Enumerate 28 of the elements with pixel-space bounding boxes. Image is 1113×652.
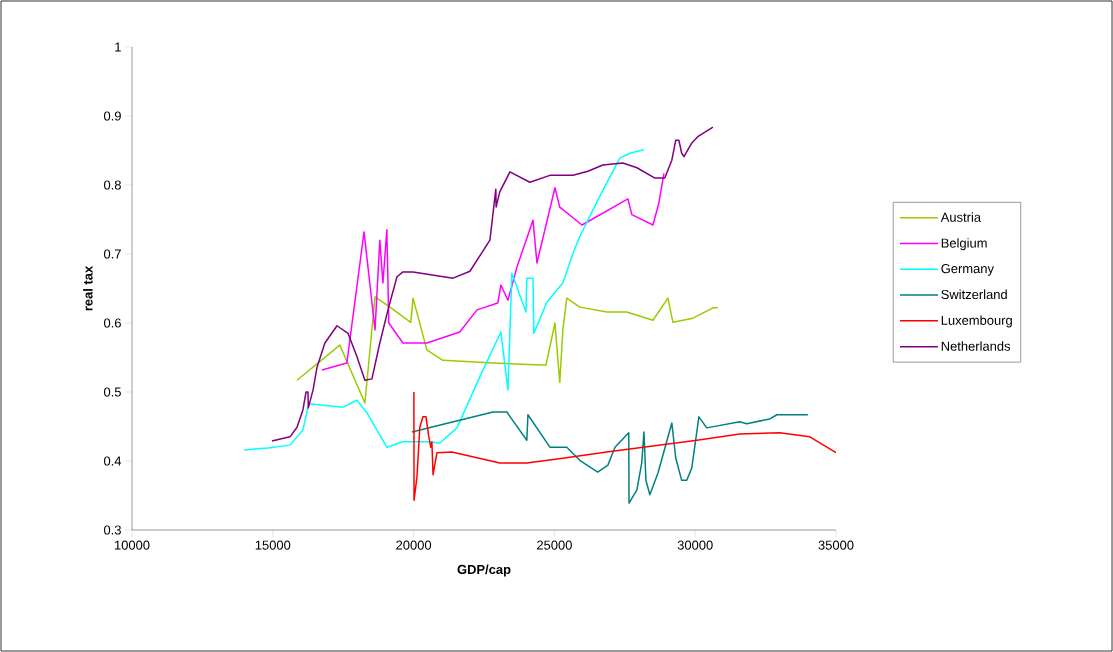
x-tick-label: 25000 xyxy=(537,540,572,550)
line-series xyxy=(296,296,719,404)
line-series xyxy=(413,391,837,502)
line-series xyxy=(411,411,809,504)
y-tick-label: 0.8 xyxy=(103,180,121,190)
x-tick-label: 15000 xyxy=(255,540,291,550)
y-tick-label: 0.9 xyxy=(103,111,121,121)
x-tick-label: 30000 xyxy=(677,540,713,550)
y-tick-label: 1 xyxy=(115,42,121,52)
x-tick-label: 20000 xyxy=(396,540,432,550)
x-tick-label: 10000 xyxy=(114,540,150,550)
line-series xyxy=(321,172,665,371)
line-series xyxy=(271,126,714,442)
legend-label: Switzerland xyxy=(941,289,1007,300)
legend-label: Austria xyxy=(940,212,982,222)
y-axis-title: real tax xyxy=(83,265,93,311)
legend-label: Luxembourg xyxy=(941,315,1012,328)
y-tick-label: 0.5 xyxy=(103,387,121,397)
y-tick-label: 0.6 xyxy=(103,318,121,328)
x-axis-title: GDP/cap xyxy=(457,564,511,577)
y-tick-label: 0.7 xyxy=(103,249,121,259)
y-tick-label: 0.3 xyxy=(103,525,121,535)
legend-label: Belgium xyxy=(941,238,987,251)
x-tick-label: 35000 xyxy=(818,540,854,550)
legend-label: Germany xyxy=(941,264,994,276)
line-series xyxy=(243,149,645,451)
legend-label: Netherlands xyxy=(941,341,1011,351)
y-tick-label: 0.4 xyxy=(103,456,122,466)
